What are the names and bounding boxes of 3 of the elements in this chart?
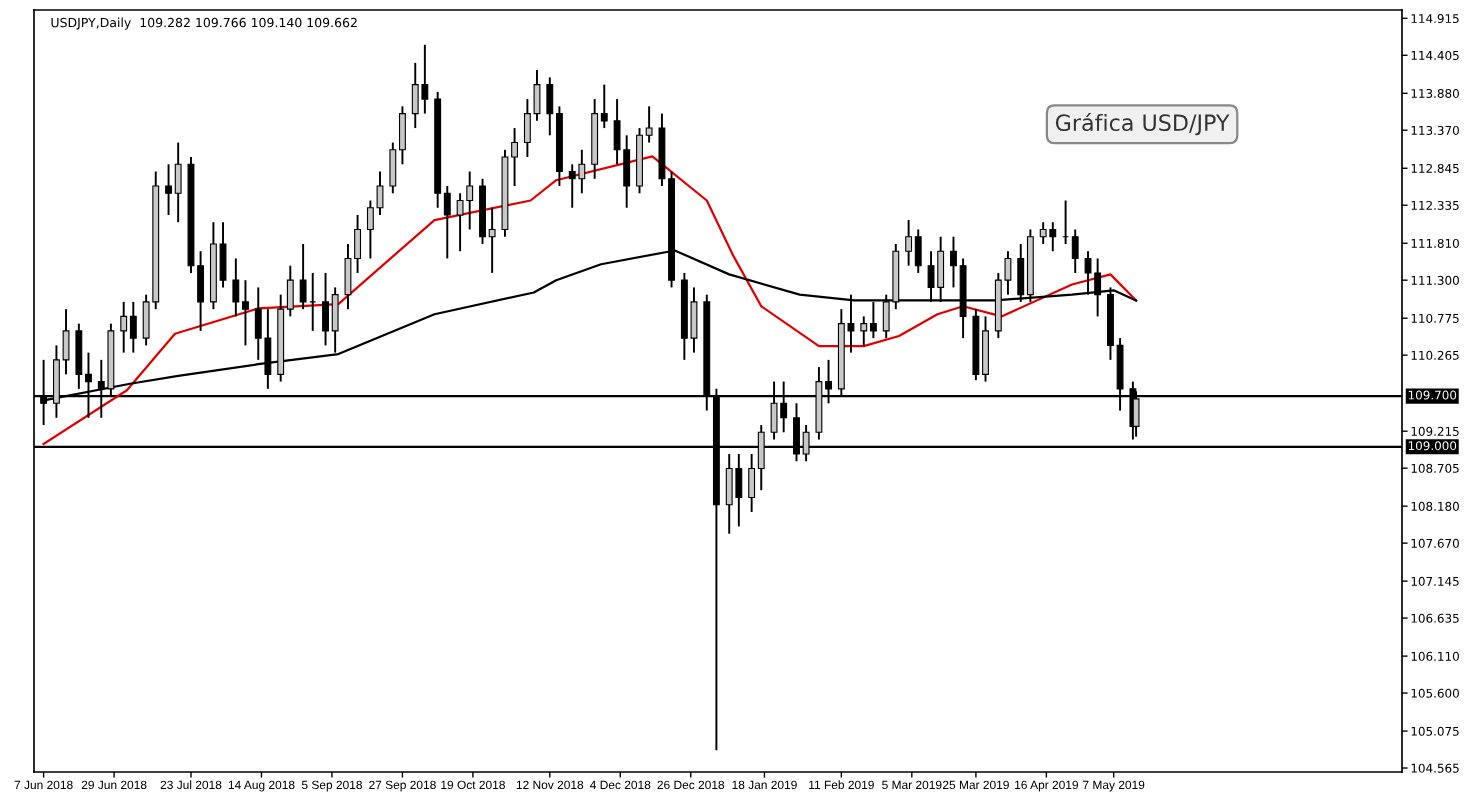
candlestick [1071,228,1079,274]
line-series [42,155,1138,445]
annotation: Gráfica USD/JPY [1055,113,1230,136]
